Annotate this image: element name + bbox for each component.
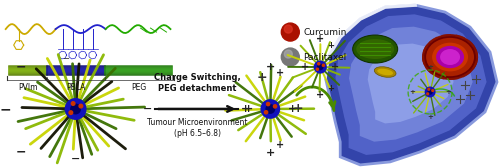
Text: +: + xyxy=(331,62,340,72)
Ellipse shape xyxy=(352,35,398,63)
Ellipse shape xyxy=(374,67,396,77)
Text: +: + xyxy=(276,140,284,150)
Ellipse shape xyxy=(422,35,478,79)
Circle shape xyxy=(316,68,318,70)
Text: Curcumin: Curcumin xyxy=(304,28,346,37)
Ellipse shape xyxy=(314,60,327,74)
Ellipse shape xyxy=(378,69,393,75)
Ellipse shape xyxy=(426,38,474,76)
Circle shape xyxy=(428,88,430,90)
Circle shape xyxy=(69,111,72,114)
Circle shape xyxy=(79,104,82,108)
Ellipse shape xyxy=(440,49,460,65)
Text: +: + xyxy=(427,114,433,120)
Text: +: + xyxy=(316,34,324,44)
Ellipse shape xyxy=(424,87,436,98)
Circle shape xyxy=(284,50,292,58)
Text: +: + xyxy=(326,41,334,50)
Text: PBLA: PBLA xyxy=(66,83,86,92)
Text: +: + xyxy=(293,103,304,115)
Circle shape xyxy=(282,23,300,41)
Polygon shape xyxy=(349,27,472,142)
Circle shape xyxy=(322,64,324,66)
Circle shape xyxy=(282,48,300,66)
Ellipse shape xyxy=(356,39,394,59)
Circle shape xyxy=(72,102,75,105)
Ellipse shape xyxy=(436,46,464,68)
Circle shape xyxy=(274,105,276,108)
Text: +: + xyxy=(445,89,451,95)
Ellipse shape xyxy=(266,104,276,114)
Text: +: + xyxy=(266,148,275,158)
Ellipse shape xyxy=(260,99,280,119)
Text: −: − xyxy=(62,55,69,63)
Ellipse shape xyxy=(317,64,324,70)
Circle shape xyxy=(432,90,434,92)
Ellipse shape xyxy=(432,43,468,71)
Text: Paclitaxel: Paclitaxel xyxy=(304,53,346,61)
Text: +: + xyxy=(257,70,268,84)
Ellipse shape xyxy=(428,89,433,95)
Text: +: + xyxy=(266,62,275,72)
Text: +: + xyxy=(288,104,297,114)
Text: +: + xyxy=(326,85,334,94)
Text: Tumour Microenvironment: Tumour Microenvironment xyxy=(147,118,248,127)
Text: +: + xyxy=(244,104,253,114)
Text: +: + xyxy=(301,62,310,72)
Polygon shape xyxy=(336,14,486,155)
Text: −: − xyxy=(143,104,152,114)
Polygon shape xyxy=(368,44,454,123)
Text: +: + xyxy=(242,104,250,114)
Ellipse shape xyxy=(64,98,86,120)
Text: −: − xyxy=(16,145,26,158)
Text: −: − xyxy=(0,102,12,116)
Text: +: + xyxy=(409,89,415,95)
Text: PVIm: PVIm xyxy=(18,83,38,92)
Circle shape xyxy=(284,25,292,33)
Text: +: + xyxy=(427,64,433,70)
Text: −: − xyxy=(16,60,26,73)
Text: −: − xyxy=(71,154,81,164)
Text: Charge Switching,: Charge Switching, xyxy=(154,72,241,81)
Circle shape xyxy=(427,93,428,95)
Text: +: + xyxy=(276,68,284,78)
Text: PEG detachment: PEG detachment xyxy=(158,85,236,94)
Text: (pH 6.5–6.8): (pH 6.5–6.8) xyxy=(174,129,221,138)
Polygon shape xyxy=(325,5,497,165)
Ellipse shape xyxy=(70,104,81,114)
Text: PEG: PEG xyxy=(131,83,146,92)
Text: +: + xyxy=(316,90,324,100)
Circle shape xyxy=(318,63,320,65)
Circle shape xyxy=(264,111,268,114)
Circle shape xyxy=(266,102,270,106)
